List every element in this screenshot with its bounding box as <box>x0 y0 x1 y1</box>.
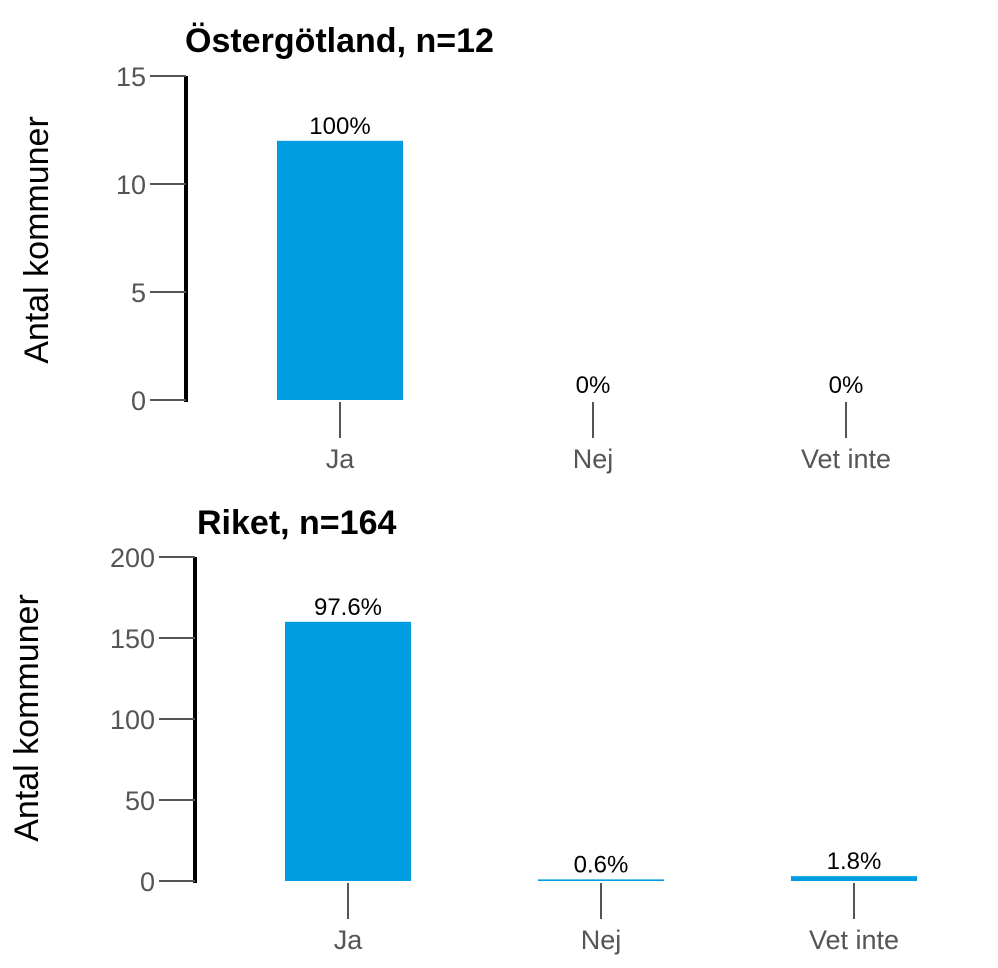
y-tick-label: 0 <box>131 386 146 416</box>
chart-panel-ostergotland: Östergötland, n=12 Antal kommuner 0 5 10 15… <box>18 22 891 474</box>
x-tick-label: Vet inte <box>801 444 891 474</box>
y-tick-label: 100 <box>110 705 155 735</box>
y-tick-label: 0 <box>140 867 155 897</box>
data-label: 0% <box>829 372 864 399</box>
data-label: 0% <box>576 372 611 399</box>
y-tick-label: 10 <box>116 170 146 200</box>
bar-chart: Riket, n=164 Antal kommuner 0 50 100 150 200… <box>8 504 917 955</box>
bar-ja <box>277 140 403 401</box>
y-tick-label: 200 <box>110 543 155 573</box>
y-axis-label: Antal kommuner <box>18 116 56 364</box>
y-tick-label: 5 <box>131 278 146 308</box>
chart-title: Riket, n=164 <box>197 504 396 542</box>
x-tick-label: Nej <box>573 444 614 474</box>
data-label: 0.6% <box>574 851 629 878</box>
y-tick-label: 150 <box>110 624 155 654</box>
bar-ja <box>285 621 411 881</box>
y-axis-label: Antal kommuner <box>8 594 46 842</box>
y-tick-label: 50 <box>125 786 155 816</box>
chart-panel-riket: Riket, n=164 Antal kommuner 0 50 100 150 200… <box>0 484 998 968</box>
x-tick-label: Nej <box>581 925 622 955</box>
x-tick-label: Ja <box>334 925 364 955</box>
data-label: 97.6% <box>314 594 382 621</box>
bar-vet-inte <box>791 876 917 881</box>
y-tick-label: 15 <box>116 62 146 92</box>
x-tick-label: Vet inte <box>809 925 899 955</box>
bar-chart: Östergötland, n=12 Antal kommuner 0 5 10 15… <box>18 22 891 474</box>
x-tick-label: Ja <box>326 444 356 474</box>
chart-title: Östergötland, n=12 <box>185 22 494 60</box>
data-label: 100% <box>309 113 370 140</box>
data-label: 1.8% <box>827 848 882 875</box>
bar-nej <box>538 879 664 881</box>
